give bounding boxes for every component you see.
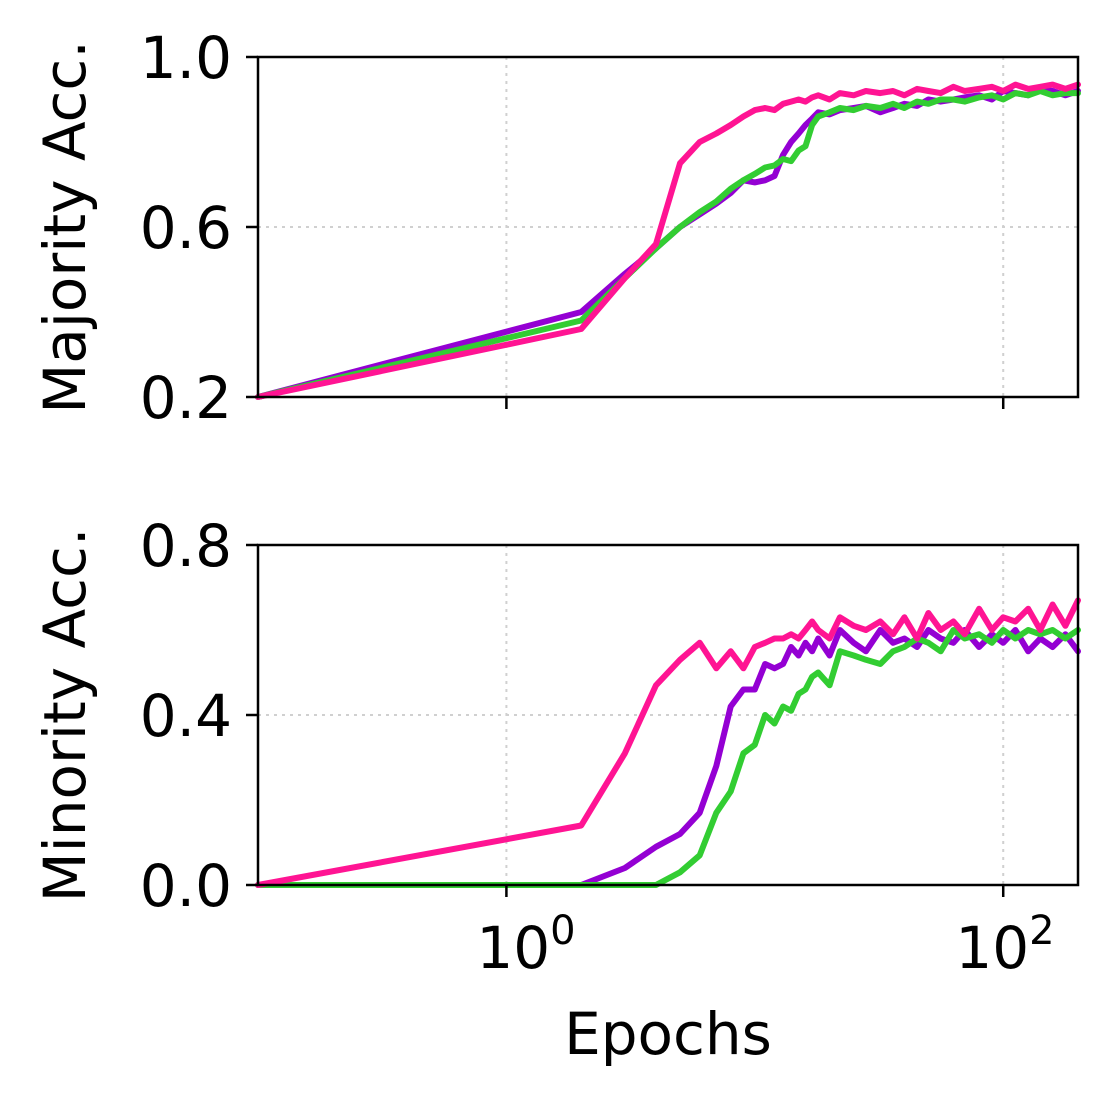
minority-ytick-label-0: 0.0 (140, 852, 232, 920)
majority-ytick-label-1: 0.6 (140, 194, 232, 262)
minority-line-series_c (255, 597, 1081, 888)
minority-grid (258, 545, 1078, 885)
majority-grid (258, 57, 1078, 397)
minority-series-group (255, 597, 1081, 888)
majority-ylabel: Majority Acc. (31, 40, 99, 414)
minority-line-series_b (255, 627, 1081, 888)
majority-ytick-label-0: 0.2 (140, 364, 232, 432)
minority-ytick-label-2: 0.8 (140, 512, 232, 580)
xtick-label-10e2-exp: 2 (1029, 908, 1054, 954)
majority-line-series_b (255, 88, 1081, 400)
xtick-label-10e0-base: 10 (476, 914, 550, 982)
majority-series-group (255, 81, 1081, 400)
minority-ylabel: Minority Acc. (31, 528, 99, 903)
minority-ticks (246, 543, 1005, 897)
majority-panel: 0.2 0.6 1.0 Majority Acc. (31, 24, 1081, 432)
majority-line-series_c (255, 81, 1081, 400)
majority-line-series_a (255, 85, 1081, 400)
xtick-label-10e2: 102 (955, 908, 1054, 982)
majority-ticks (246, 55, 1005, 409)
majority-ytick-label-2: 1.0 (140, 24, 232, 92)
minority-panel: 0.0 0.4 0.8 Minority Acc. 100 102 Epochs (31, 512, 1081, 1068)
minority-ytick-label-1: 0.4 (140, 682, 232, 750)
minority-line-series_a (255, 627, 1081, 888)
xtick-label-10e0-exp: 0 (550, 908, 575, 954)
x-axis-label: Epochs (564, 1000, 772, 1068)
xtick-label-10e2-base: 10 (955, 914, 1029, 982)
xtick-label-10e0: 100 (476, 908, 575, 982)
